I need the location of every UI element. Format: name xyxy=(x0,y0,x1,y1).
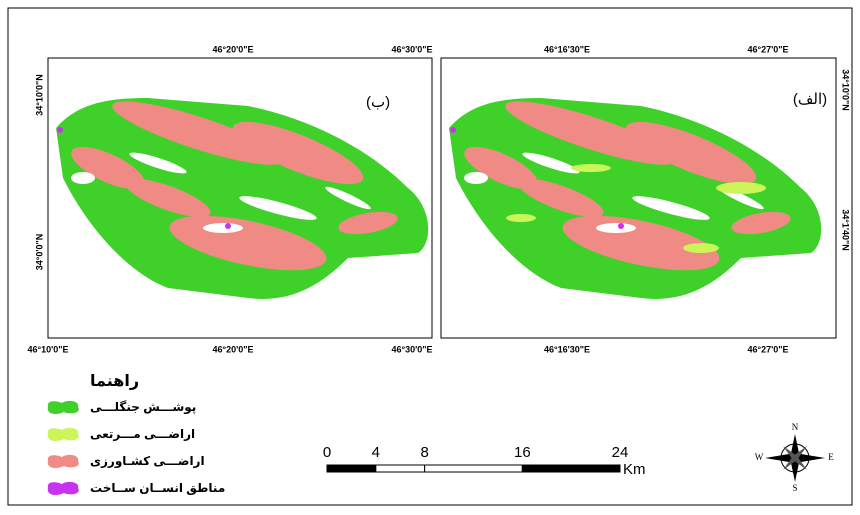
coord-label: 46°16'30"E xyxy=(544,344,590,354)
coord-label: 34°10'0"N xyxy=(34,74,44,116)
coord-label: 46°30'0"E xyxy=(391,44,432,54)
scale-tick-label: 8 xyxy=(420,444,428,461)
compass-label: W xyxy=(755,452,764,462)
legend-title: راهنما xyxy=(90,373,139,390)
panel-label: (الف) xyxy=(793,91,827,108)
legend: پوشـــش جنگلـــی اراضـــی مـــرتعی اراضـــ… xyxy=(48,400,226,495)
coord-label: 34°0'0"N xyxy=(34,234,44,271)
scale-segment xyxy=(376,465,425,472)
compass-label: N xyxy=(792,422,799,432)
coord-label: 46°27'0"E xyxy=(747,344,788,354)
north-arrow: N S W E xyxy=(755,422,835,493)
coord-label: 34°1'40"N xyxy=(841,209,851,251)
scale-tick-label: 0 xyxy=(323,444,331,461)
scale-unit: Km xyxy=(623,461,646,478)
legend-label: مناطق انســان ســاخت xyxy=(90,481,225,495)
legend-label: اراضـــی مـــرتعی xyxy=(90,427,195,441)
compass-label: E xyxy=(828,452,834,462)
legend-swatch xyxy=(48,428,79,441)
legend-swatch xyxy=(48,401,79,414)
panel-label: (ب) xyxy=(366,94,390,111)
scale-tick-label: 4 xyxy=(372,444,380,461)
coord-label: 46°30'0"E xyxy=(391,344,432,354)
scale-segment xyxy=(327,465,376,472)
scale-tick-label: 16 xyxy=(514,444,531,461)
legend-label: اراضـــی کشـاورزی xyxy=(90,454,205,469)
legend-swatch xyxy=(48,482,79,495)
coord-label: 34°10'0"N xyxy=(841,69,851,111)
coord-label: 46°20'0"E xyxy=(212,44,253,54)
legend-swatch xyxy=(48,455,79,468)
legend-label: پوشـــش جنگلـــی xyxy=(90,400,196,415)
coord-label: 46°27'0"E xyxy=(747,44,788,54)
scale-segment xyxy=(522,465,620,472)
scale-tick-label: 24 xyxy=(612,444,629,461)
compass-label: S xyxy=(792,483,797,493)
coord-label: 46°20'0"E xyxy=(212,344,253,354)
coord-label: 46°10'0"E xyxy=(27,344,68,354)
coord-label: 46°16'30"E xyxy=(544,44,590,54)
figure: (ب) (الف) 46°20'0"E 46°30'0"E 46°10'0"E … xyxy=(0,0,860,515)
scale-segment xyxy=(425,465,523,472)
